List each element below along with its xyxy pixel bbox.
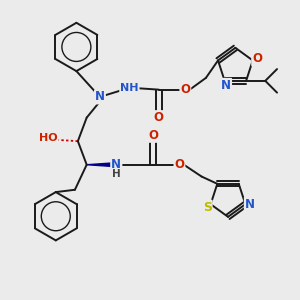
Text: O: O [154,111,164,124]
Text: N: N [221,79,231,92]
Text: O: O [148,129,158,142]
Text: HO: HO [39,133,58,143]
Text: N: N [245,198,255,211]
Text: S: S [202,201,211,214]
Text: H: H [112,169,121,179]
Polygon shape [87,163,115,166]
Text: NH: NH [120,83,139,93]
Text: N: N [95,91,105,103]
Text: N: N [111,158,121,171]
Text: O: O [252,52,262,65]
Text: O: O [174,158,184,171]
Text: O: O [180,83,190,96]
